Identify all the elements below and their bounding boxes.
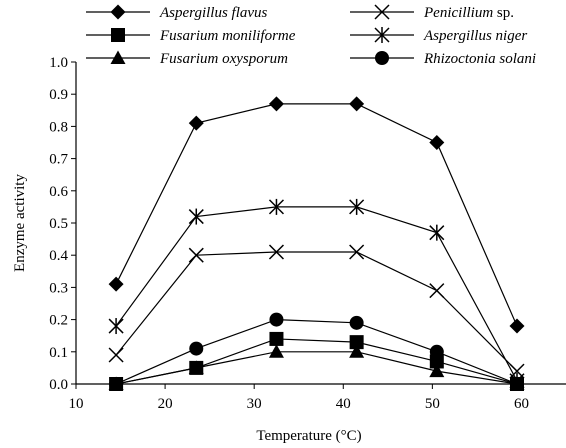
data-point <box>429 344 444 359</box>
data-point <box>429 363 445 378</box>
data-point <box>349 315 364 330</box>
series-line <box>115 251 518 372</box>
y-tick-label: 0.7 <box>49 152 68 168</box>
legend-marker <box>374 4 390 20</box>
data-point <box>429 354 444 369</box>
legend-label: Aspergillus niger <box>423 28 527 44</box>
legend-label: Rhizoctonia solani <box>423 51 536 67</box>
series-line <box>115 351 518 385</box>
x-tick-label: 60 <box>514 396 529 412</box>
legend-marker <box>375 51 389 65</box>
y-tick-label: 0.9 <box>49 87 68 103</box>
legend-label: Fusarium oxysporum <box>159 51 288 67</box>
series-triangle <box>108 344 525 390</box>
data-point <box>189 341 204 356</box>
legend-item: Penicillium sp. <box>350 4 514 21</box>
data-point <box>188 115 204 131</box>
legend-item: Aspergillus niger <box>350 27 527 44</box>
data-point <box>510 377 524 391</box>
series-line <box>115 338 518 385</box>
legend-item: Fusarium moniliforme <box>86 28 296 44</box>
axes: 10 20 30 40 50 60 0.0 0.1 0.2 0.3 0.4 0.5 0.6 0.7 0.8 0… <box>49 55 566 412</box>
data-point <box>429 283 445 299</box>
data-point <box>349 244 365 260</box>
x-tick-label: 40 <box>336 396 351 412</box>
data-point <box>269 331 284 346</box>
data-point <box>429 224 445 241</box>
y-tick-label: 0.8 <box>49 119 68 135</box>
x-tick-label: 50 <box>425 396 440 412</box>
y-tick-label: 1.0 <box>49 55 68 71</box>
y-tick-label: 0.5 <box>49 216 68 232</box>
data-point <box>268 344 284 358</box>
y-tick-label: 0.0 <box>49 377 68 393</box>
legend-label: Penicillium sp. <box>423 5 514 21</box>
data-point <box>109 377 124 391</box>
data-point <box>268 96 284 112</box>
series-layer <box>108 96 525 391</box>
data-point <box>268 244 284 260</box>
data-point <box>108 318 124 335</box>
series-x <box>108 244 525 379</box>
data-point <box>269 312 284 327</box>
data-point <box>268 198 284 215</box>
series-line <box>115 103 518 327</box>
data-point <box>429 135 445 150</box>
data-point <box>349 335 364 350</box>
data-point <box>108 276 124 292</box>
series-diamond <box>108 96 525 334</box>
legend: Aspergillus flavus Fusarium moniliforme Fu… <box>86 4 536 67</box>
data-point <box>509 318 525 334</box>
legend-marker <box>110 50 126 64</box>
y-tick-label: 0.1 <box>49 345 68 361</box>
series-circle <box>109 312 524 391</box>
x-tick-label: 30 <box>247 396 262 412</box>
x-tick-label: 10 <box>69 396 84 412</box>
legend-item: Fusarium oxysporum <box>86 50 288 67</box>
legend-label: Fusarium moniliforme <box>159 28 296 44</box>
y-tick-label: 0.6 <box>49 184 68 200</box>
data-point <box>188 208 204 225</box>
series-line <box>115 206 518 382</box>
y-tick-label: 0.2 <box>49 313 68 329</box>
series-asterisk <box>108 198 525 389</box>
legend-marker <box>110 4 126 20</box>
legend-marker <box>374 27 390 43</box>
x-tick-label: 20 <box>158 396 173 412</box>
legend-marker <box>111 28 125 42</box>
series-line <box>115 318 518 385</box>
legend-item: Rhizoctonia solani <box>350 51 536 67</box>
data-point <box>188 360 204 374</box>
x-axis-title: Temperature (°C) <box>256 428 361 444</box>
data-point <box>188 247 204 263</box>
data-point <box>108 347 124 363</box>
legend-label: Aspergillus flavus <box>159 5 268 21</box>
y-tick-label: 0.4 <box>49 248 68 264</box>
y-axis-title: Enzyme activity <box>12 174 28 272</box>
data-point <box>349 96 365 112</box>
y-tick-label: 0.3 <box>49 280 68 296</box>
legend-item: Aspergillus flavus <box>86 4 268 21</box>
data-point <box>349 344 365 358</box>
data-point <box>349 198 365 215</box>
